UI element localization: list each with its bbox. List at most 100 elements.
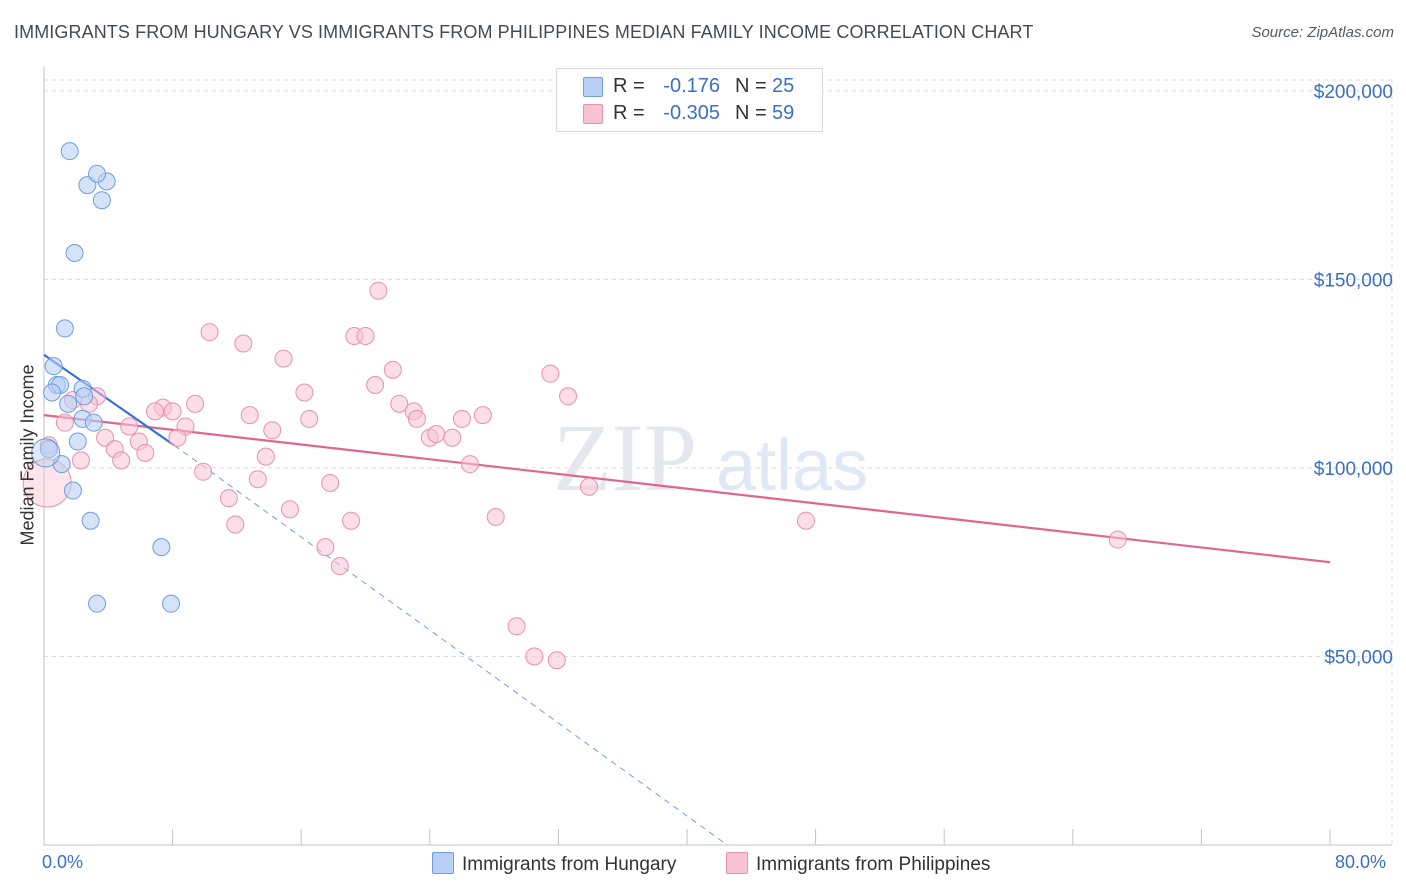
point-philippines <box>390 394 409 413</box>
point-philippines <box>240 406 259 425</box>
x-min-label: 0.0% <box>42 852 84 872</box>
point-philippines <box>71 451 90 470</box>
trend-line-hungary <box>43 353 175 447</box>
point-philippines <box>383 360 402 379</box>
point-hungary <box>92 191 111 210</box>
point-philippines <box>248 470 267 489</box>
bottom-legend-label-hungary: Immigrants from Hungary <box>462 854 677 875</box>
y-tick-label: $150,000 <box>1314 270 1393 291</box>
point-philippines <box>342 511 361 530</box>
watermark-zip: ZIP <box>553 404 697 511</box>
point-philippines <box>219 489 238 508</box>
point-philippines <box>280 500 299 519</box>
point-philippines <box>120 417 139 436</box>
point-hungary <box>63 481 82 500</box>
point-philippines <box>200 323 219 342</box>
point-philippines <box>356 326 375 345</box>
point-hungary <box>161 594 180 613</box>
legend-r-value: -0.305 <box>663 102 720 124</box>
point-philippines <box>486 507 505 526</box>
trend-line-hungary-extension <box>173 444 728 846</box>
point-hungary <box>55 319 74 338</box>
point-philippines <box>256 447 275 466</box>
point-philippines <box>112 451 131 470</box>
legend-row-philippines: R = -0.305 N = 59 <box>557 101 822 127</box>
point-philippines <box>274 349 293 368</box>
point-philippines <box>186 394 205 413</box>
point-philippines <box>316 538 335 557</box>
source-label: Source: ZipAtlas.com <box>1251 24 1394 41</box>
point-philippines <box>796 511 815 530</box>
point-philippines <box>168 428 187 447</box>
point-hungary <box>88 164 107 183</box>
point-philippines <box>473 406 492 425</box>
y-tick-label: $100,000 <box>1314 459 1393 480</box>
bottom-legend-philippines: Immigrants from Philippines <box>726 852 990 876</box>
point-hungary <box>88 594 107 613</box>
legend-n-value: 59 <box>772 102 795 124</box>
point-philippines <box>525 647 544 666</box>
point-hungary <box>84 413 103 432</box>
point-hungary <box>44 357 63 376</box>
point-philippines <box>443 428 462 447</box>
point-hungary <box>75 387 94 406</box>
y-tick-label: $200,000 <box>1314 82 1393 103</box>
point-hungary <box>68 432 87 451</box>
point-hungary <box>39 440 58 459</box>
legend-r-label: R = <box>613 75 645 97</box>
legend-row-hungary: R = -0.176 N = 25 <box>557 74 822 100</box>
watermark: ZIP atlas <box>553 404 868 511</box>
legend-n-value: 25 <box>772 75 795 97</box>
point-philippines <box>427 424 446 443</box>
point-philippines <box>234 334 253 353</box>
point-hungary <box>152 538 171 557</box>
point-hungary <box>60 142 79 161</box>
x-max-label: 80.0% <box>1335 852 1387 872</box>
point-philippines <box>366 375 385 394</box>
points-philippines <box>22 281 1127 670</box>
point-philippines <box>263 421 282 440</box>
point-philippines <box>163 402 182 421</box>
point-philippines <box>330 556 349 575</box>
point-philippines <box>300 409 319 428</box>
points-hungary <box>31 142 180 613</box>
correlation-legend: R = -0.176 N = 25 R = -0.305 N = 59 <box>556 68 823 132</box>
point-philippines <box>226 515 245 534</box>
legend-swatch-hungary <box>583 77 603 97</box>
point-philippines <box>407 409 426 428</box>
bottom-legend-swatch-hungary <box>432 852 454 874</box>
legend-r-value: -0.176 <box>663 75 720 97</box>
legend-n-label: N = <box>735 75 767 97</box>
y-tick-label: $50,000 <box>1324 647 1393 668</box>
point-philippines <box>541 364 560 383</box>
point-philippines <box>460 455 479 474</box>
point-philippines <box>579 477 598 496</box>
bottom-legend-swatch-philippines <box>726 852 748 874</box>
legend-swatch-philippines <box>583 104 603 124</box>
point-philippines <box>55 413 74 432</box>
point-hungary <box>65 243 84 262</box>
point-philippines <box>369 281 388 300</box>
point-philippines <box>452 409 471 428</box>
point-philippines <box>507 617 526 636</box>
point-philippines <box>145 402 164 421</box>
chart-title: IMMIGRANTS FROM HUNGARY VS IMMIGRANTS FR… <box>14 22 1034 42</box>
point-hungary <box>59 394 78 413</box>
point-philippines <box>547 651 566 670</box>
bottom-legend-hungary: Immigrants from Hungary <box>432 852 676 876</box>
point-hungary <box>31 438 61 468</box>
watermark-atlas: atlas <box>716 426 868 506</box>
y-tick-labels: $50,000 $100,000 $150,000 $200,000 <box>1314 82 1393 669</box>
bottom-legend-label-philippines: Immigrants from Philippines <box>756 854 991 875</box>
legend-r-label: R = <box>613 102 645 124</box>
legend-n-label: N = <box>735 102 767 124</box>
point-philippines <box>1108 530 1127 549</box>
point-hungary <box>43 383 62 402</box>
point-philippines <box>321 474 340 493</box>
point-philippines <box>559 387 578 406</box>
y-axis-label: Median Family Income <box>17 364 38 546</box>
point-philippines <box>295 383 314 402</box>
point-philippines <box>194 462 213 481</box>
point-philippines <box>136 443 155 462</box>
